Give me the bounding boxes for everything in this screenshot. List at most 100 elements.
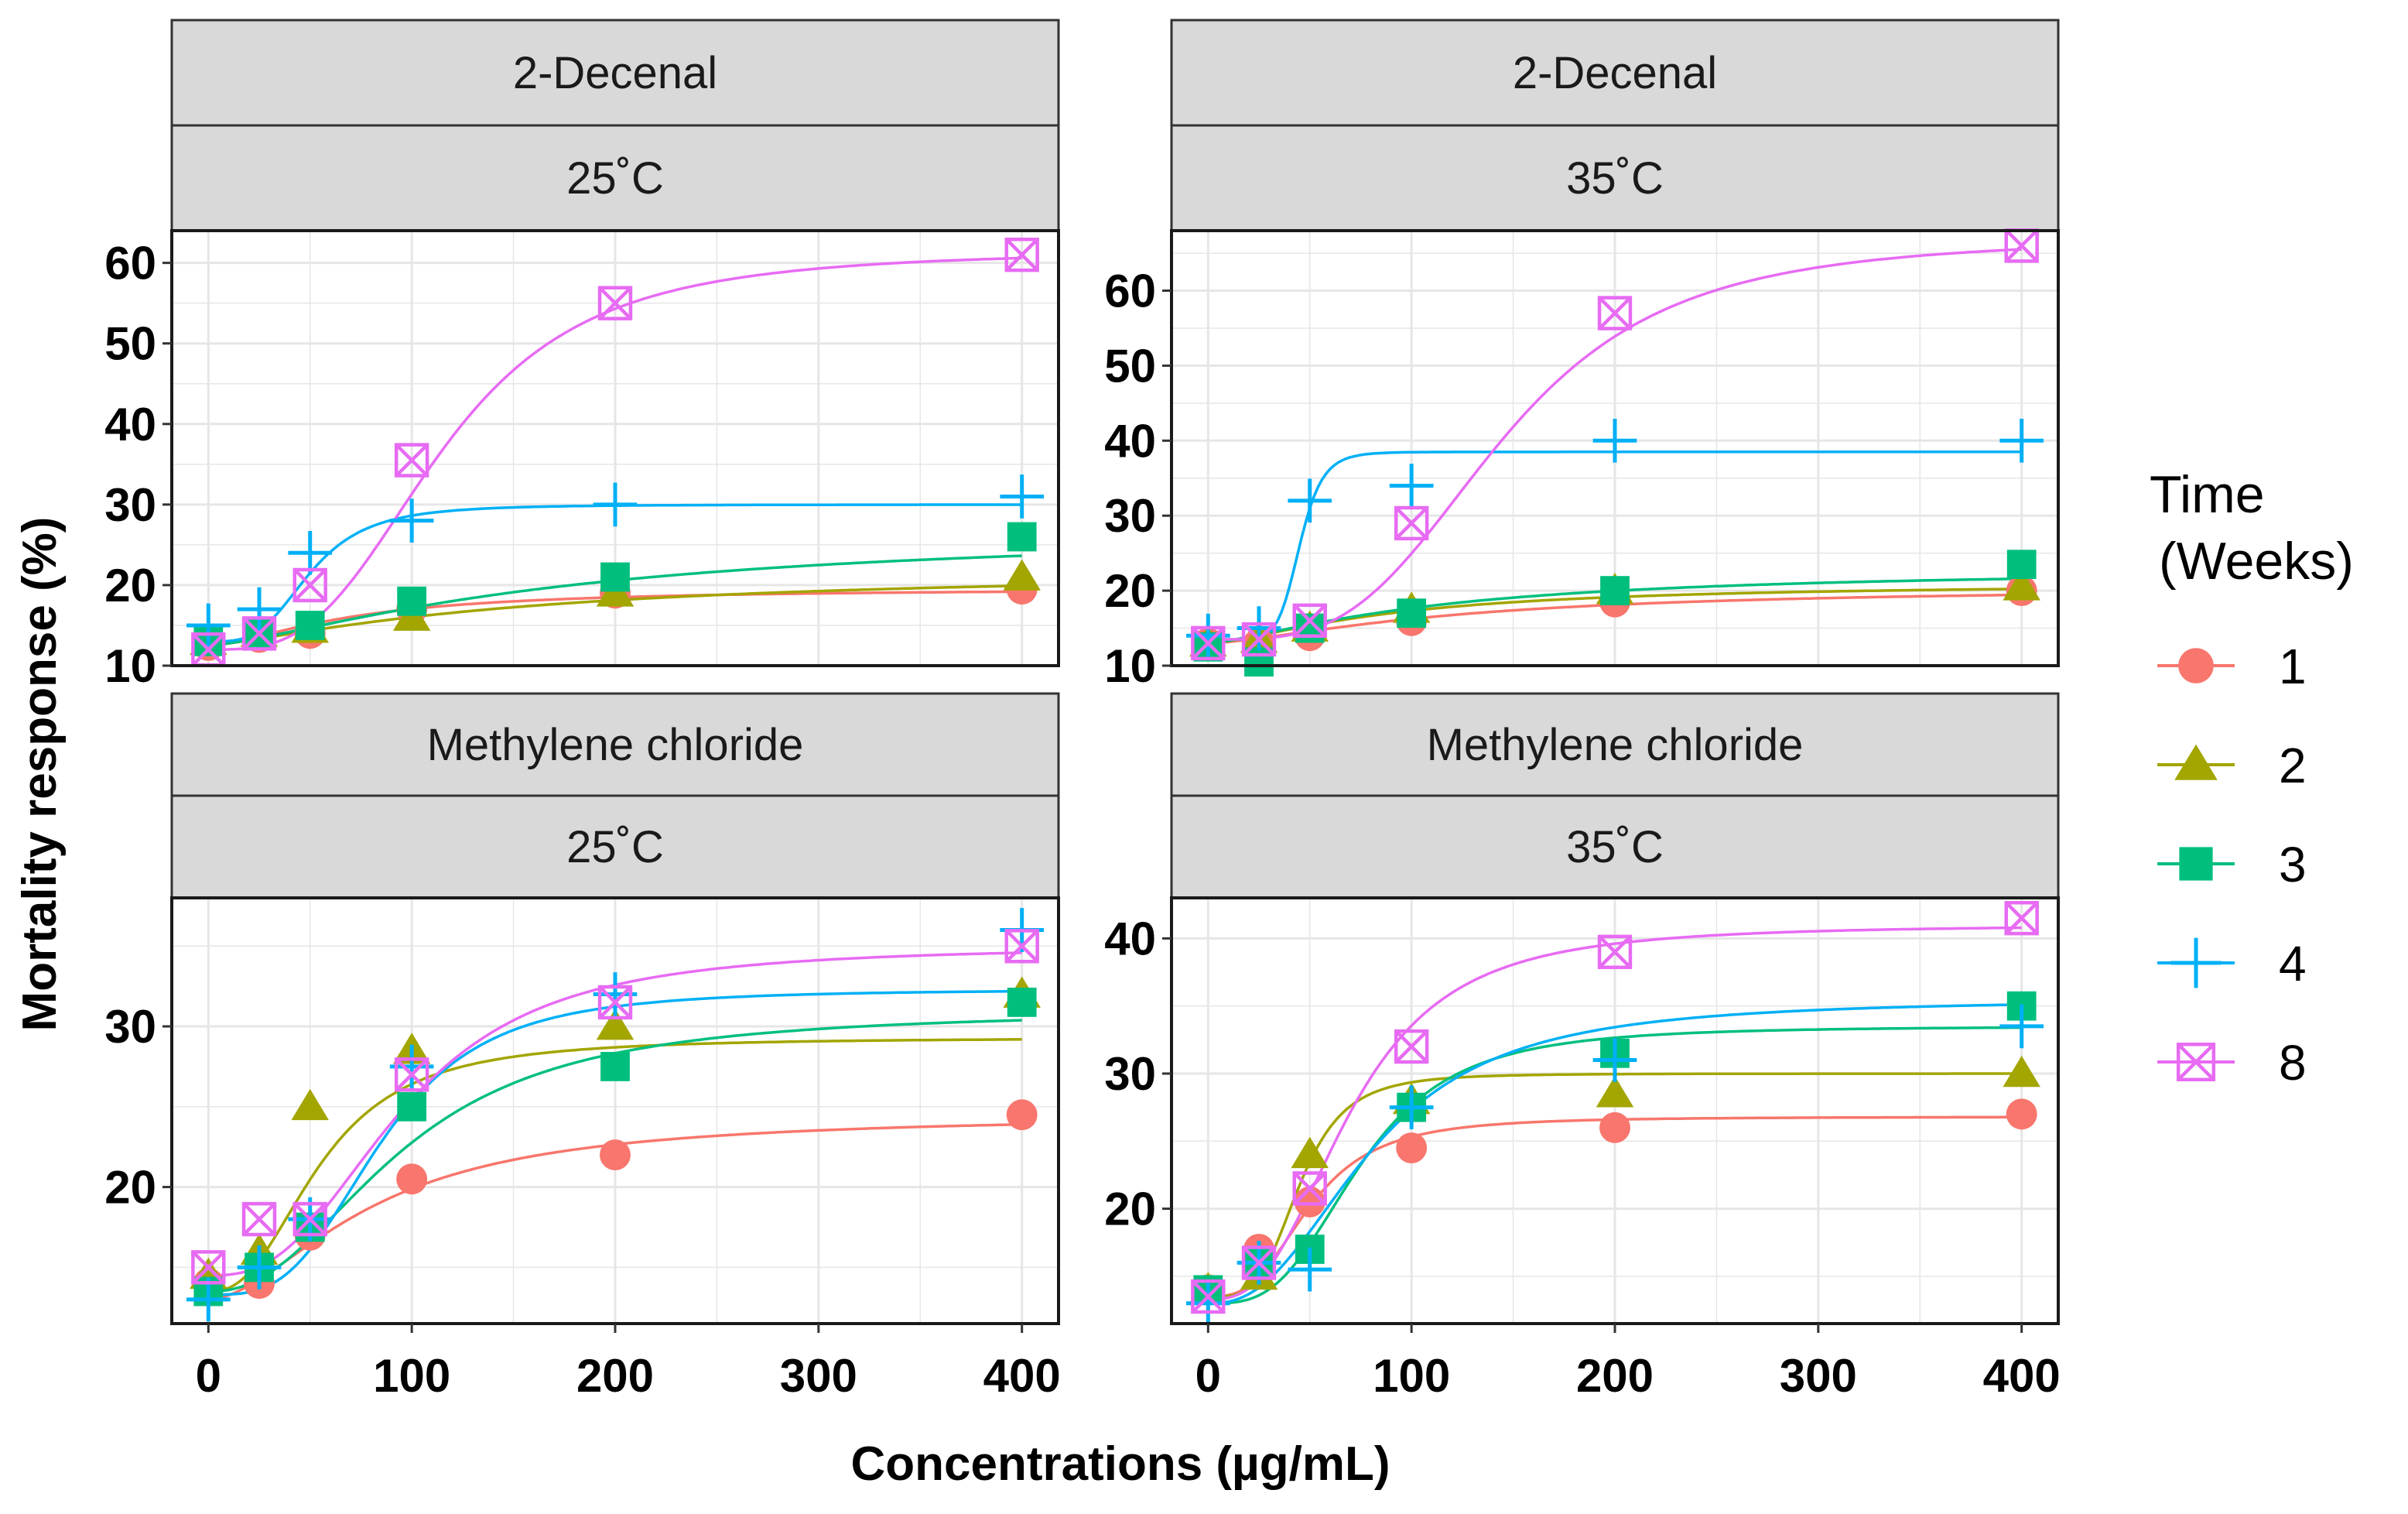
point-week-3 — [600, 1052, 630, 1081]
x-tick-label: 100 — [373, 1350, 450, 1402]
fit-curve-week-8 — [1208, 248, 2022, 641]
point-week-8 — [1191, 1279, 1226, 1314]
point-week-8 — [241, 616, 277, 651]
fit-curve-week-8 — [208, 256, 1022, 651]
point-week-8 — [1004, 238, 1039, 272]
point-week-3 — [600, 562, 630, 592]
fit-curve-week-3 — [1208, 1026, 2022, 1305]
strip-compound-label: 2-Decenal — [1513, 48, 1717, 98]
point-week-3 — [1244, 647, 1274, 677]
strip-temperature-label: 35˚C — [1566, 153, 1664, 204]
legend-item-week-4: 4 — [2157, 936, 2307, 992]
point-week-3 — [295, 611, 325, 640]
x-tick-label: 0 — [196, 1350, 221, 1402]
point-week-3 — [397, 586, 427, 616]
strip-compound-label: Methylene chloride — [1427, 720, 1804, 770]
point-week-3 — [1007, 988, 1037, 1017]
legend-item-week-2: 2 — [2157, 738, 2307, 793]
y-tick-label: 60 — [104, 238, 156, 289]
point-week-4 — [186, 1277, 231, 1322]
point-week-2 — [596, 1008, 634, 1040]
y-tick-label: 40 — [1104, 415, 1156, 467]
point-week-4 — [1999, 418, 2044, 463]
x-axis-title: Concentrations (µg/mL) — [850, 1437, 1390, 1491]
point-week-8 — [597, 985, 633, 1020]
point-week-2 — [291, 1088, 329, 1121]
strip-temperature-box — [170, 124, 1060, 232]
y-tick-label: 50 — [104, 318, 156, 370]
panel-2: 2-Decenal 35˚C 10 20 30 40 50 60 — [1104, 19, 2060, 692]
point-week-8 — [1241, 1245, 1277, 1280]
y-tick-label: 20 — [1104, 565, 1156, 617]
point-week-8 — [597, 286, 633, 320]
point-week-4 — [1592, 418, 1637, 463]
legend-key-plus-marker — [2170, 937, 2222, 988]
y-tick-label: 50 — [1104, 340, 1156, 392]
y-tick-label: 40 — [1104, 913, 1156, 964]
point-week-1 — [1396, 1132, 1428, 1163]
point-week-2 — [1003, 559, 1041, 591]
legend-label: 4 — [2279, 936, 2307, 992]
point-week-4 — [1288, 478, 1332, 523]
legend-items: 1 2 3 4 8 — [2157, 639, 2307, 1091]
x-tick-label: 300 — [780, 1350, 857, 1402]
point-week-8 — [2004, 900, 2039, 936]
point-week-8 — [1292, 1171, 1327, 1206]
point-week-8 — [191, 1250, 226, 1285]
point-week-3 — [1007, 522, 1037, 552]
point-week-4 — [1999, 1004, 2044, 1049]
point-week-1 — [600, 1139, 631, 1171]
y-tick-label: 10 — [104, 640, 156, 692]
legend-title-line-2: (Weeks) — [2159, 532, 2354, 591]
point-week-3 — [1295, 613, 1325, 643]
strip-temperature-label: 25˚C — [566, 822, 664, 872]
x-tick-label: 400 — [1983, 1350, 2061, 1402]
point-week-4 — [237, 587, 282, 632]
point-week-3 — [397, 1091, 427, 1122]
point-week-4 — [237, 1245, 282, 1290]
legend-title-line-1: Time — [2150, 465, 2265, 524]
x-tick-label: 300 — [1780, 1350, 1857, 1402]
y-tick-label: 20 — [1104, 1183, 1156, 1235]
point-week-1 — [1599, 1112, 1630, 1143]
point-week-4 — [1000, 474, 1045, 519]
x-tick-label: 200 — [576, 1350, 654, 1402]
point-week-8 — [1394, 505, 1429, 541]
y-tick-label: 20 — [104, 560, 156, 611]
panel-1: 2-Decenal 25˚C 10 20 30 40 50 60 — [104, 19, 1060, 692]
fit-curve-week-4 — [1208, 1003, 2022, 1305]
point-week-8 — [1191, 625, 1226, 661]
x-tick-label: 0 — [1195, 1350, 1221, 1402]
strip-compound-box — [1170, 19, 2060, 127]
y-tick-label: 60 — [1104, 265, 1156, 317]
point-week-8 — [1597, 934, 1633, 970]
legend-key-square-marker — [2179, 847, 2213, 881]
point-week-8 — [1394, 1029, 1429, 1064]
legend-key-triangle-marker — [2174, 744, 2218, 780]
fit-curve-week-2 — [208, 1038, 1022, 1293]
point-week-4 — [593, 482, 638, 527]
point-week-8 — [292, 567, 327, 603]
point-week-1 — [2006, 1098, 2037, 1130]
point-week-2 — [1291, 1136, 1329, 1169]
strip-compound-label: 2-Decenal — [513, 48, 717, 98]
point-week-8 — [394, 443, 429, 478]
point-week-8 — [1597, 296, 1633, 331]
strip-compound-label: Methylene chloride — [427, 720, 804, 770]
strip-compound-box — [170, 19, 1060, 127]
panels-layer: 2-Decenal 25˚C 10 20 30 40 50 60 2-Decenal 35˚C 10… — [104, 19, 2061, 1402]
legend-key-boxcross-marker — [2176, 1042, 2216, 1082]
legend-item-week-8: 8 — [2157, 1035, 2307, 1091]
point-week-1 — [396, 1163, 428, 1195]
x-tick-label: 400 — [983, 1350, 1061, 1402]
x-tick-label: 200 — [1576, 1350, 1654, 1402]
legend-key-circle-marker — [2178, 648, 2214, 683]
y-tick-label: 30 — [104, 479, 156, 531]
strip-compound-box — [170, 692, 1060, 797]
legend-label: 3 — [2279, 837, 2307, 892]
y-tick-label: 30 — [1104, 490, 1156, 542]
strip-temperature-label: 35˚C — [1566, 822, 1664, 872]
point-week-8 — [394, 1057, 429, 1092]
